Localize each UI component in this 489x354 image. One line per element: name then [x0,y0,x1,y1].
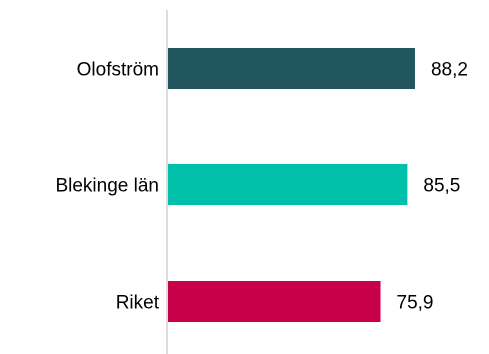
value-label-blekinge-l-n: 85,5 [423,176,460,197]
value-labels-group: 88,2 85,5 75,9 [397,60,468,314]
category-label-blekinge-l-n: Blekinge län [55,176,159,197]
value-label-riket: 75,9 [397,293,434,314]
category-label-riket: Riket [116,293,160,314]
category-label-olofstr-m: Olofström [77,60,159,81]
bars-group [168,48,415,322]
bar-olofstr-m [168,48,415,89]
category-labels-group: Olofström Blekinge län Riket [55,60,159,314]
value-label-olofstr-m: 88,2 [431,60,468,81]
bar-riket [168,281,381,322]
bar-blekinge-l-n [168,164,408,205]
